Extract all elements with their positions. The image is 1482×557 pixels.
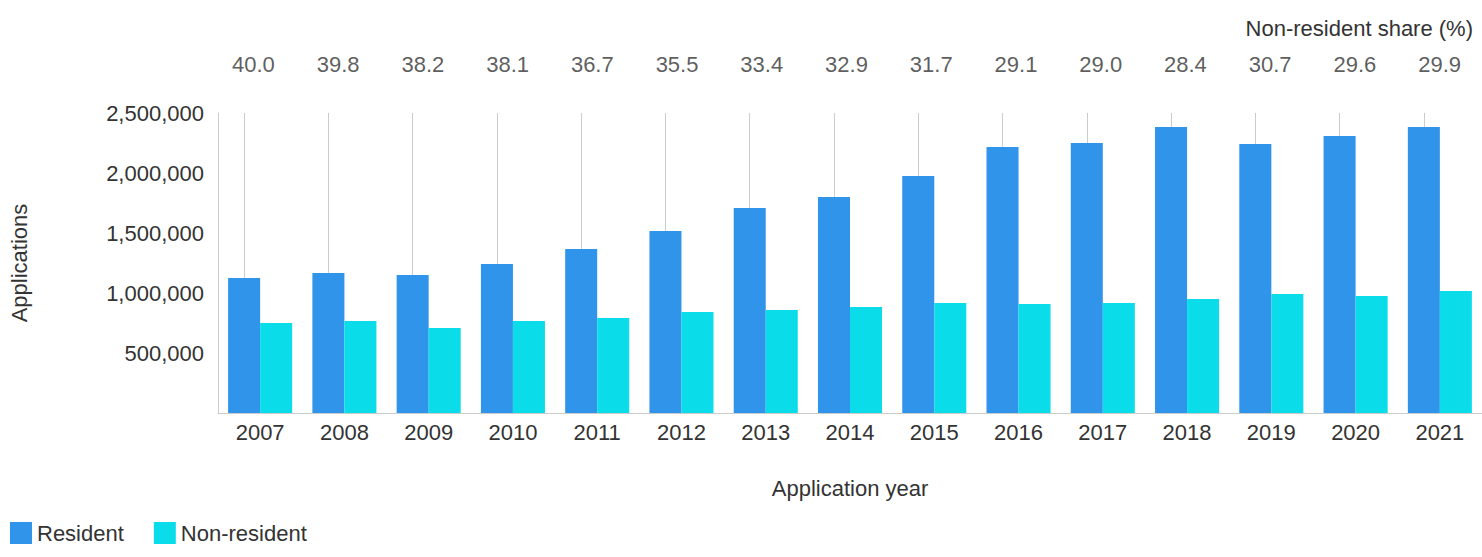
svg-text:2010: 2010 — [488, 420, 537, 445]
svg-text:39.8: 39.8 — [317, 52, 360, 77]
svg-text:500,000: 500,000 — [124, 341, 204, 366]
svg-text:2017: 2017 — [1078, 420, 1127, 445]
svg-text:40.0: 40.0 — [232, 52, 275, 77]
svg-text:29.0: 29.0 — [1079, 52, 1122, 77]
svg-text:36.7: 36.7 — [571, 52, 614, 77]
svg-text:1,000,000: 1,000,000 — [106, 281, 204, 306]
svg-text:2011: 2011 — [574, 420, 621, 445]
svg-text:2019: 2019 — [1247, 420, 1296, 445]
svg-text:2018: 2018 — [1163, 420, 1212, 445]
svg-text:2020: 2020 — [1331, 420, 1380, 445]
svg-text:2021: 2021 — [1415, 420, 1464, 445]
svg-text:2013: 2013 — [741, 420, 790, 445]
svg-text:31.7: 31.7 — [910, 52, 953, 77]
svg-text:Non-resident: Non-resident — [181, 521, 307, 546]
svg-text:38.2: 38.2 — [401, 52, 444, 77]
svg-text:2,000,000: 2,000,000 — [106, 161, 204, 186]
svg-text:2,500,000: 2,500,000 — [106, 101, 204, 126]
svg-text:35.5: 35.5 — [656, 52, 699, 77]
svg-text:2015: 2015 — [910, 420, 959, 445]
svg-text:Application year: Application year — [772, 476, 929, 501]
svg-text:29.6: 29.6 — [1333, 52, 1376, 77]
svg-text:Non-resident share (%): Non-resident share (%) — [1246, 16, 1473, 41]
svg-text:33.4: 33.4 — [740, 52, 783, 77]
svg-text:2014: 2014 — [826, 420, 875, 445]
svg-text:2008: 2008 — [320, 420, 369, 445]
svg-text:2007: 2007 — [236, 420, 285, 445]
svg-text:Applications: Applications — [7, 204, 32, 323]
svg-text:2016: 2016 — [994, 420, 1043, 445]
svg-text:Resident: Resident — [37, 521, 124, 546]
svg-text:2009: 2009 — [404, 420, 453, 445]
svg-text:29.9: 29.9 — [1418, 52, 1461, 77]
svg-text:28.4: 28.4 — [1164, 52, 1207, 77]
svg-text:2012: 2012 — [657, 420, 706, 445]
svg-text:30.7: 30.7 — [1249, 52, 1292, 77]
svg-text:1,500,000: 1,500,000 — [106, 221, 204, 246]
svg-text:29.1: 29.1 — [995, 52, 1038, 77]
svg-text:38.1: 38.1 — [486, 52, 529, 77]
svg-text:32.9: 32.9 — [825, 52, 868, 77]
